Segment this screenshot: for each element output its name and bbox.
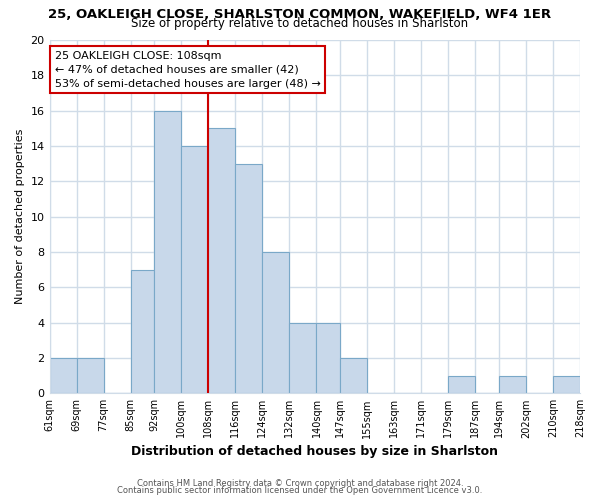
Bar [553,376,580,394]
Bar [50,358,77,394]
Y-axis label: Number of detached properties: Number of detached properties [15,129,25,304]
Bar [340,358,367,394]
Bar [77,358,104,394]
Text: Size of property relative to detached houses in Sharlston: Size of property relative to detached ho… [131,18,469,30]
Bar [289,322,316,394]
Bar [208,128,235,394]
Text: Contains HM Land Registry data © Crown copyright and database right 2024.: Contains HM Land Registry data © Crown c… [137,478,463,488]
Bar [262,252,289,394]
Bar [154,110,181,394]
X-axis label: Distribution of detached houses by size in Sharlston: Distribution of detached houses by size … [131,444,498,458]
Text: 25, OAKLEIGH CLOSE, SHARLSTON COMMON, WAKEFIELD, WF4 1ER: 25, OAKLEIGH CLOSE, SHARLSTON COMMON, WA… [49,8,551,20]
Bar [131,270,154,394]
Bar [235,164,262,394]
Bar [316,322,340,394]
Bar [499,376,526,394]
Text: Contains public sector information licensed under the Open Government Licence v3: Contains public sector information licen… [118,486,482,495]
Text: 25 OAKLEIGH CLOSE: 108sqm
← 47% of detached houses are smaller (42)
53% of semi-: 25 OAKLEIGH CLOSE: 108sqm ← 47% of detac… [55,50,321,88]
Bar [181,146,208,394]
Bar [448,376,475,394]
